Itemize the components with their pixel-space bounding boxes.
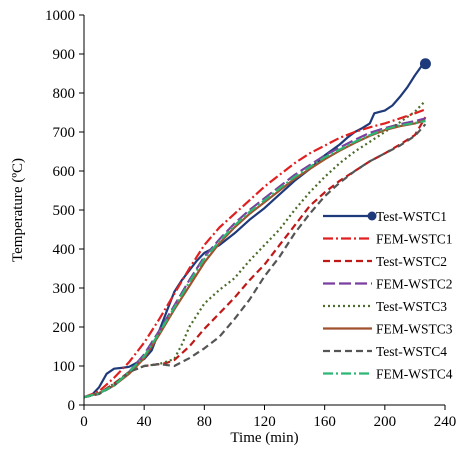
legend-label-test-wstc2: Test-WSTC2	[376, 254, 447, 269]
y-tick-label: 400	[53, 242, 76, 258]
y-tick-label: 1000	[45, 8, 75, 24]
y-tick-label: 100	[53, 359, 76, 375]
legend-label-test-wstc3: Test-WSTC3	[376, 299, 447, 314]
x-tick-label: 120	[253, 414, 276, 430]
series-line-test-wstc1	[83, 62, 426, 399]
y-tick-label: 800	[53, 86, 76, 102]
series-end-marker-test-wstc1	[419, 58, 431, 70]
y-tick-group: 0 100 200 300 400 500 600 700 800 900 1000	[45, 8, 84, 414]
y-tick-label: 500	[53, 203, 76, 219]
x-tick-label: 160	[313, 414, 336, 430]
legend-label-fem-wstc2: FEM-WSTC2	[376, 277, 453, 292]
legend-label-test-wstc4: Test-WSTC4	[376, 344, 447, 359]
x-tick-label: 40	[137, 414, 152, 430]
y-tick-label: 0	[68, 398, 76, 414]
legend-marker-test-wstc1	[367, 211, 377, 221]
series-line-fem-wstc2	[83, 117, 426, 399]
x-tick-label: 240	[434, 414, 457, 430]
y-tick-label: 200	[53, 320, 76, 336]
y-axis-label: Temperature (ºC)	[10, 158, 26, 262]
series-line-test-wstc4	[83, 123, 427, 399]
x-tick-label: 80	[197, 414, 212, 430]
legend-label-fem-wstc1: FEM-WSTC1	[376, 232, 453, 247]
x-axis-label: Time (min)	[230, 430, 298, 446]
y-tick-label: 600	[53, 164, 76, 180]
y-tick-label: 300	[53, 281, 76, 297]
y-tick-label: 700	[53, 125, 76, 141]
series-line-fem-wstc3	[83, 119, 426, 399]
x-tick-label: 200	[374, 414, 397, 430]
series-line-fem-wstc4	[83, 120, 426, 399]
x-tick-label: 0	[80, 414, 88, 430]
series-line-fem-wstc1	[83, 108, 426, 399]
legend-label-fem-wstc4: FEM-WSTC4	[376, 367, 453, 382]
legend-label-test-wstc1: Test-WSTC1	[376, 209, 447, 224]
y-tick-label: 900	[53, 47, 76, 63]
x-tick-group: 0 40 80 120 160 200 240	[80, 405, 456, 430]
legend: Test-WSTC1 FEM-WSTC1 Test-WSTC2 FEM-WSTC2 Te…	[323, 209, 453, 382]
series-line-test-wstc3	[83, 100, 427, 399]
legend-label-fem-wstc3: FEM-WSTC3	[376, 322, 453, 337]
plot-series-group	[83, 58, 431, 399]
